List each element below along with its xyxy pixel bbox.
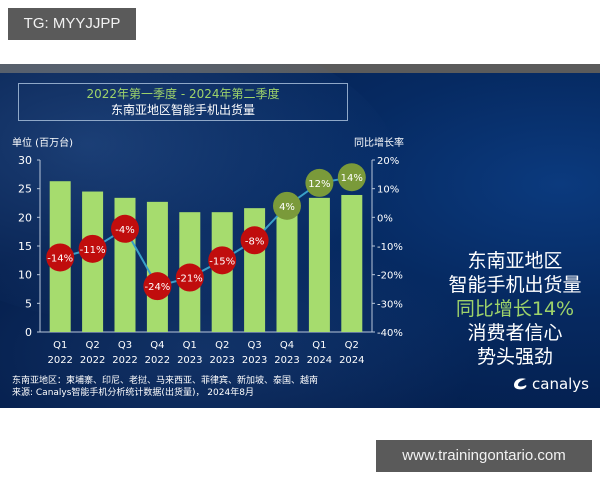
growth-line [59,176,352,288]
headline-line: 东南亚地区 [467,250,563,272]
growth-label: 12% [308,179,330,190]
right-tick-label: -30% [377,299,403,310]
positive-growth-bubble [305,168,334,197]
left-tick-label: 25 [18,183,32,196]
negative-growth-bubble [46,243,75,272]
canalys-swirl-icon [514,378,527,390]
left-tick-label: 30 [18,154,32,167]
negative-growth-bubble [143,272,172,301]
growth-label: -24% [144,282,170,293]
x-tick-year: 2024 [339,355,364,366]
left-tick-label: 20 [18,211,32,224]
x-tick-quarter: Q3 [118,340,132,351]
x-tick-year: 2023 [274,355,299,366]
chart-title: 东南亚地区智能手机出货量 [110,103,255,117]
right-tick-label: -10% [377,242,403,253]
headline-line: 智能手机出货量 [448,274,582,296]
x-tick-year: 2022 [80,355,105,366]
right-axis-label: 同比增长率 [354,138,404,149]
negative-growth-bubble [175,263,204,292]
growth-label: -11% [80,245,106,256]
x-tick-year: 2023 [242,355,267,366]
shipment-bar [146,201,168,332]
footnote-source: 来源: Canalys智能手机分析统计数据(出货量)， 2024年8月 [12,388,254,398]
x-tick-quarter: Q1 [183,340,197,351]
x-tick-quarter: Q2 [345,340,359,351]
growth-label: -14% [47,253,73,264]
x-tick-quarter: Q4 [150,340,164,351]
footnote-region: 东南亚地区：柬埔寨、印尼、老挝、马来西亚、菲律宾、新加坡、泰国、越南 [12,376,319,386]
headline-line: 势头强劲 [476,346,553,368]
x-tick-year: 2024 [307,355,332,366]
left-axis-label: 单位 (百万台) [12,138,73,149]
growth-label: -4% [115,225,134,236]
growth-label: 4% [279,202,295,213]
x-tick-quarter: Q4 [280,340,294,351]
headline-highlight: 同比增长14% [455,298,575,320]
plot-area: 0 5 10 15 20 25 30 -40% -30% -20% -10% 0% 10% 20% Q1 20… [18,154,403,366]
watermark-top-left: TG: MYYJJPP [8,8,136,40]
growth-label: -8% [245,236,264,247]
x-tick-year: 2023 [209,355,234,366]
x-tick-quarter: Q2 [215,340,229,351]
x-tick-quarter: Q3 [247,340,261,351]
chart-panel: 2022年第一季度 - 2024年第二季度 东南亚地区智能手机出货量 单位 (百… [0,64,600,408]
shipment-bar [276,202,298,332]
left-tick-label: 5 [25,297,32,310]
x-tick-year: 2022 [145,355,170,366]
x-tick-year: 2022 [112,355,137,366]
negative-growth-bubble [78,234,107,263]
shipment-bar [341,194,363,332]
negative-growth-bubble [208,246,237,275]
positive-growth-bubble [273,191,301,220]
right-tick-label: 20% [377,156,399,167]
left-tick-label: 15 [18,240,32,253]
right-tick-label: -20% [377,271,403,282]
x-tick-quarter: Q2 [85,340,99,351]
growth-label: -15% [209,256,235,267]
top-band [0,64,600,73]
growth-label: -21% [177,274,203,285]
x-tick-year: 2023 [177,355,202,366]
shipment-bar [308,197,330,332]
chart-period: 2022年第一季度 - 2024年第二季度 [86,87,280,101]
negative-growth-bubble [240,226,269,255]
x-tick-year: 2022 [47,355,72,366]
chart-title-box: 2022年第一季度 - 2024年第二季度 东南亚地区智能手机出货量 [18,83,348,121]
canalys-logo: canalys [512,375,589,393]
negative-growth-bubble [111,214,139,243]
positive-growth-bubble [337,163,366,192]
canalys-logo-text: canalys [532,375,589,393]
growth-label: 14% [341,173,363,184]
left-tick-label: 0 [25,326,32,339]
headline-text: 东南亚地区 智能手机出货量 同比增长14% 消费者信心 势头强劲 [425,249,600,369]
headline-line: 消费者信心 [467,322,563,344]
right-tick-label: 10% [377,185,399,196]
x-tick-quarter: Q1 [53,340,67,351]
x-tick-quarter: Q1 [312,340,326,351]
watermark-bottom-right: www.trainingontario.com [376,440,592,472]
right-tick-label: 0% [377,213,393,224]
left-tick-label: 10 [18,269,32,282]
right-tick-label: -40% [377,328,403,339]
